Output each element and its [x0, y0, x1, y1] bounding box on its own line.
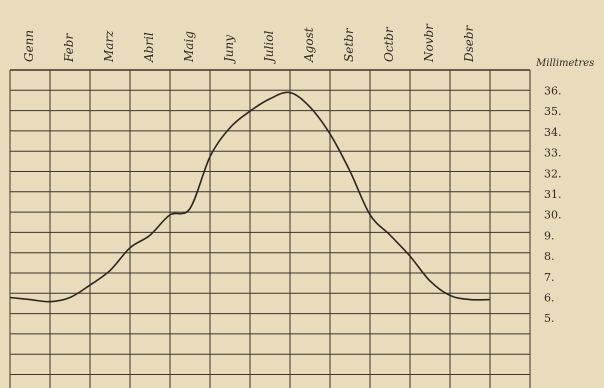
y-tick-label: 34. [544, 126, 562, 139]
y-tick-labels: 5. 6. 7. 8. 9. 30. 31. 32. 33. 34. 35. 36. [544, 85, 562, 326]
month-label: Maig [182, 31, 196, 63]
month-label: Marz [102, 30, 116, 63]
month-label: Genn [22, 30, 36, 62]
y-tick-label: 8. [544, 250, 555, 263]
month-label: Abril [142, 32, 156, 63]
month-labels: Genn Febr Marz Abril Maig Juny Juliol Agost Setb… [22, 23, 476, 65]
y-tick-label: 5. [544, 312, 555, 325]
y-tick-label: 6. [544, 292, 555, 305]
y-tick-label: 9. [544, 229, 555, 242]
grid [9, 69, 531, 388]
y-tick-label: 35. [544, 105, 562, 118]
month-label: Dsebr [462, 24, 476, 63]
y-tick-label: 33. [544, 147, 562, 160]
y-tick-label: 36. [544, 85, 562, 98]
y-axis-unit-label: Millimetres [535, 58, 594, 69]
month-label: Novbr [422, 23, 436, 63]
y-tick-label: 7. [544, 271, 555, 284]
month-label: Octbr [382, 26, 396, 62]
month-label: Juliol [262, 31, 276, 65]
month-label: Setbr [342, 27, 356, 62]
month-label: Febr [62, 33, 76, 63]
y-tick-label: 32. [544, 167, 562, 180]
y-tick-label: 31. [544, 188, 562, 201]
series-line [9, 91, 491, 303]
month-label: Agost [302, 27, 316, 63]
y-tick-label: 30. [544, 209, 562, 222]
series [9, 91, 491, 303]
month-label: Juny [222, 35, 236, 65]
